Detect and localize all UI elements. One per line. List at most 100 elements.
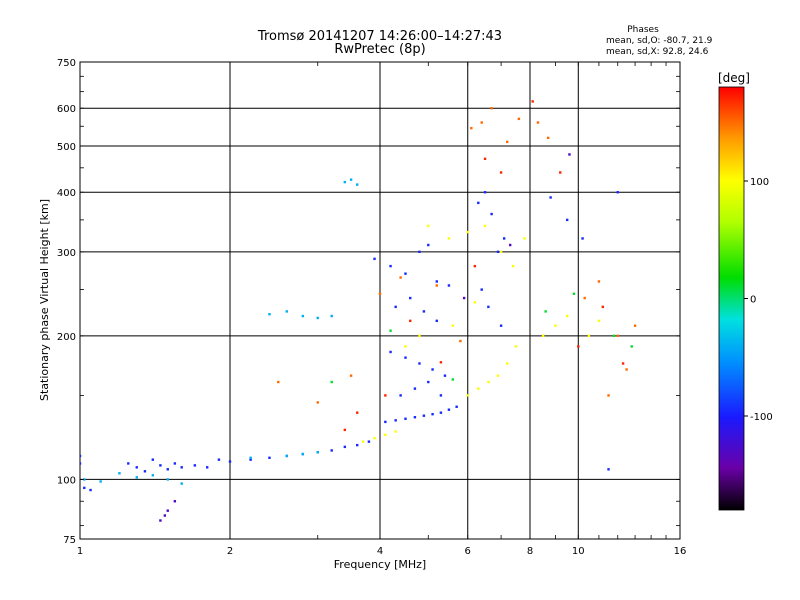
phases-mean-x: mean, sd,X: 92.8, 24.6 xyxy=(606,47,709,57)
y-axis-ticks: 75 100 200 300 400 500 600 750 xyxy=(57,58,680,546)
data-point xyxy=(439,394,443,397)
data-point xyxy=(404,417,407,420)
data-point xyxy=(83,486,86,490)
x-axis-label: Frequency [MHz] xyxy=(334,558,426,571)
data-point xyxy=(422,414,426,417)
data-point xyxy=(409,319,412,323)
data-point xyxy=(404,345,407,348)
data-point xyxy=(205,466,209,469)
y-tick-label: 600 xyxy=(57,104,76,115)
x-axis-ticks: 1 2 4 6 8 10 16 xyxy=(77,62,687,557)
data-point xyxy=(343,428,347,432)
data-point xyxy=(413,387,417,390)
data-point xyxy=(404,356,407,359)
data-point xyxy=(517,117,521,121)
data-point xyxy=(439,411,443,414)
data-point xyxy=(612,334,616,338)
data-point xyxy=(173,462,177,465)
x-tick-label: 8 xyxy=(527,546,533,557)
data-point xyxy=(80,462,82,465)
data-point xyxy=(404,272,407,275)
data-point xyxy=(418,362,421,365)
data-point xyxy=(394,419,397,422)
data-point xyxy=(565,314,569,318)
data-point xyxy=(546,136,550,140)
data-points xyxy=(80,100,637,522)
data-point xyxy=(583,296,586,300)
data-point xyxy=(625,368,628,371)
data-point xyxy=(413,416,417,419)
y-tick-label: 200 xyxy=(57,332,76,343)
data-point xyxy=(544,310,547,313)
data-point xyxy=(268,312,271,316)
y-tick-label: 300 xyxy=(57,248,76,259)
data-point xyxy=(301,314,305,318)
data-point xyxy=(355,411,359,414)
data-point xyxy=(180,482,183,485)
data-point xyxy=(470,126,473,130)
data-point xyxy=(514,345,518,348)
phases-title: Phases xyxy=(627,25,659,35)
x-tick-label: 16 xyxy=(674,546,687,557)
data-point xyxy=(422,310,426,313)
data-point xyxy=(499,250,503,254)
colorbar-tick-label: 100 xyxy=(750,177,769,188)
data-point xyxy=(285,310,288,313)
data-point xyxy=(483,157,487,161)
data-point xyxy=(451,378,455,381)
data-point xyxy=(166,509,169,512)
data-point xyxy=(601,305,605,309)
data-point xyxy=(159,464,162,467)
data-point xyxy=(431,368,434,371)
data-point xyxy=(127,462,130,465)
data-point xyxy=(83,478,86,481)
data-point xyxy=(166,468,169,471)
data-point xyxy=(616,191,619,194)
data-point xyxy=(502,237,506,240)
data-point xyxy=(499,324,503,327)
data-point xyxy=(511,264,515,268)
data-point xyxy=(249,458,252,461)
data-point xyxy=(439,361,443,364)
data-point xyxy=(597,280,601,283)
data-point xyxy=(399,276,402,279)
data-point xyxy=(355,443,359,447)
colorbar-label: [deg] xyxy=(718,71,750,85)
data-point xyxy=(473,301,477,304)
data-point xyxy=(389,329,392,332)
data-point xyxy=(118,472,121,475)
data-point xyxy=(451,324,455,327)
data-point xyxy=(135,466,138,469)
data-point xyxy=(378,292,382,295)
data-point xyxy=(581,237,584,240)
y-axis-label: Stationary phase Virtual Height [km] xyxy=(38,199,51,401)
data-point xyxy=(536,121,540,124)
data-point xyxy=(499,171,503,174)
data-point xyxy=(384,394,387,397)
colorbar xyxy=(718,86,745,511)
data-point xyxy=(330,449,333,452)
data-point xyxy=(496,374,500,377)
chart-subtitle: RwPretec (8p) xyxy=(334,42,425,57)
data-point xyxy=(490,107,493,110)
data-point xyxy=(577,345,580,348)
data-point xyxy=(523,237,526,240)
x-tick-label: 2 xyxy=(227,546,233,557)
data-point xyxy=(483,191,487,194)
data-point xyxy=(621,362,625,365)
data-point xyxy=(409,296,412,300)
data-point xyxy=(394,430,397,433)
data-point xyxy=(487,305,490,309)
data-point xyxy=(316,316,319,320)
data-point xyxy=(466,230,469,234)
data-point xyxy=(505,362,509,365)
data-point xyxy=(443,374,447,377)
data-point xyxy=(228,460,232,463)
colorbar-tick-label: 0 xyxy=(750,295,756,306)
x-tick-label: 1 xyxy=(77,546,83,557)
data-point xyxy=(343,445,347,449)
data-point xyxy=(361,440,365,443)
data-point xyxy=(559,171,562,174)
data-point xyxy=(384,433,387,437)
